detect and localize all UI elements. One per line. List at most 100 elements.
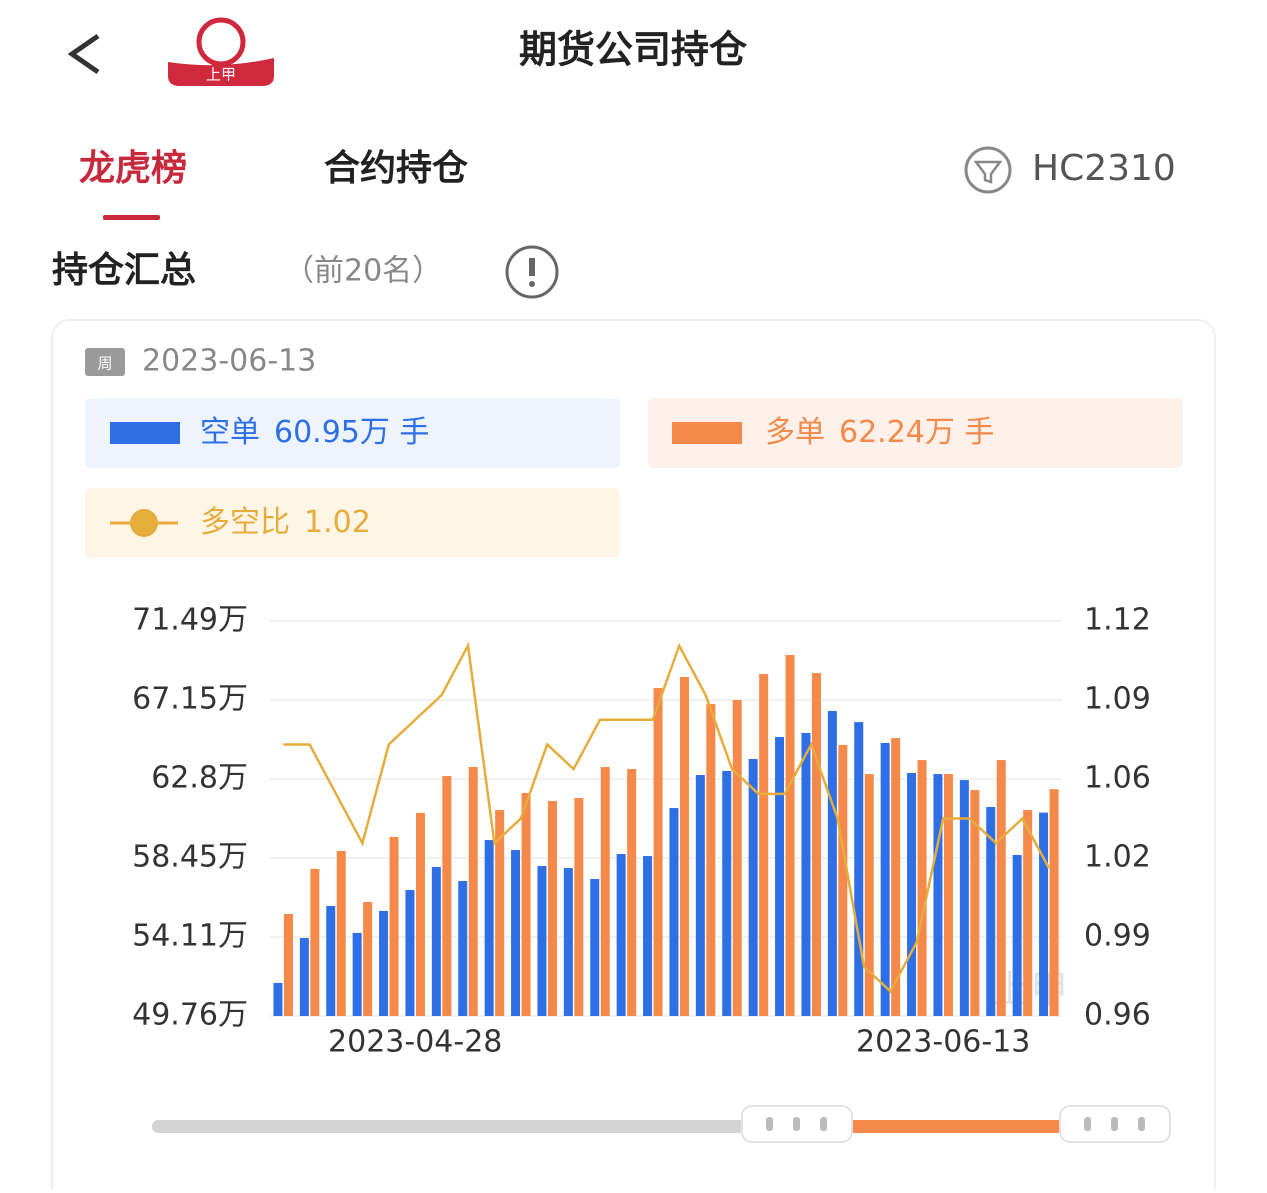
bar <box>732 700 742 1016</box>
x-tick-label: 2023-04-28 <box>328 1025 502 1060</box>
bar <box>590 878 600 1016</box>
section-subtitle: （前20名） <box>284 254 442 289</box>
legend-swatch <box>672 422 742 444</box>
bar <box>431 866 441 1016</box>
bar <box>574 798 584 1016</box>
bar <box>695 774 705 1016</box>
back-button[interactable] <box>67 33 100 75</box>
legend-name: 多空比 <box>200 505 290 540</box>
bar <box>653 688 663 1016</box>
y2-tick-label: 1.02 <box>1084 840 1151 875</box>
bar <box>959 780 969 1016</box>
bar <box>415 812 425 1016</box>
legend-label: 多空比 1.02 <box>200 505 371 540</box>
bar <box>679 676 689 1016</box>
bar <box>484 840 494 1016</box>
legend-label: 空单 60.95万 手 <box>200 415 429 450</box>
bar <box>864 774 874 1016</box>
bar <box>511 850 521 1016</box>
bar <box>616 854 626 1016</box>
tab[interactable]: 龙虎榜 <box>79 148 187 189</box>
y2-tick-label: 0.99 <box>1084 919 1151 954</box>
bar <box>273 982 283 1016</box>
bar <box>1023 810 1033 1016</box>
bar <box>827 710 837 1016</box>
bar <box>326 906 336 1016</box>
bar <box>759 674 769 1016</box>
y-tick-label: 67.15万 <box>132 682 248 717</box>
y-tick-label: 54.11万 <box>132 919 248 954</box>
legend-value: 62.24万 手 <box>839 415 994 450</box>
bar <box>442 776 452 1016</box>
bar <box>838 744 848 1016</box>
calendar-icon-text: 周 <box>97 355 112 373</box>
logo-text: 上甲 <box>206 66 236 84</box>
logo: 上甲 <box>168 17 274 86</box>
bar <box>880 742 890 1016</box>
y2-tick-label: 1.09 <box>1084 682 1151 717</box>
bar <box>389 836 399 1016</box>
bar <box>547 800 557 1016</box>
bar <box>1039 812 1049 1016</box>
bar <box>811 672 821 1016</box>
y-tick-label: 58.45万 <box>132 840 248 875</box>
bar <box>627 768 637 1016</box>
bar <box>996 760 1006 1016</box>
bar <box>748 758 758 1016</box>
legend-swatch <box>110 422 180 444</box>
legend-value: 1.02 <box>304 505 371 540</box>
bar <box>907 772 917 1016</box>
tab-indicator <box>103 215 160 220</box>
bar <box>1049 789 1059 1016</box>
legend-box <box>85 488 620 558</box>
bar <box>970 790 980 1016</box>
bar <box>854 722 864 1016</box>
tab[interactable]: 合约持仓 <box>324 148 468 189</box>
legend-box <box>648 398 1183 468</box>
bar <box>669 808 679 1016</box>
bar <box>1012 854 1022 1016</box>
info-button[interactable] <box>505 245 559 299</box>
bar <box>943 774 953 1016</box>
bar <box>468 766 478 1016</box>
bar <box>801 732 811 1016</box>
bar <box>283 914 293 1016</box>
bar <box>722 770 732 1016</box>
bar <box>933 774 943 1016</box>
bar <box>495 810 505 1016</box>
section-title: 持仓汇总 <box>52 250 196 291</box>
bar <box>379 910 389 1016</box>
bar <box>600 766 610 1016</box>
bar <box>917 760 927 1016</box>
legend-name: 空单 <box>200 415 260 450</box>
bar <box>405 890 415 1016</box>
bar <box>336 850 346 1016</box>
y-tick-label: 71.49万 <box>132 603 248 638</box>
bar <box>352 932 362 1016</box>
bar <box>521 792 531 1016</box>
line <box>283 641 1050 994</box>
bar <box>363 902 373 1016</box>
calendar-icon <box>85 348 125 376</box>
y2-tick-label: 1.06 <box>1084 761 1151 796</box>
y2-tick-label: 0.96 <box>1084 998 1151 1033</box>
bar <box>706 704 716 1016</box>
y2-tick-label: 1.12 <box>1084 603 1151 638</box>
y-tick-label: 62.8万 <box>151 761 248 796</box>
x-tick-label: 2023-06-13 <box>856 1025 1030 1060</box>
legend-name: 多单 <box>765 415 825 450</box>
bar <box>310 868 320 1016</box>
bar <box>785 654 795 1016</box>
legend-swatch <box>130 509 158 537</box>
range-slider[interactable] <box>152 1105 1171 1143</box>
contract-selector[interactable]: HC2310 <box>964 146 1176 194</box>
bar <box>775 736 785 1016</box>
bar <box>563 868 573 1016</box>
y-tick-label: 49.76万 <box>132 998 248 1033</box>
contract-code: HC2310 <box>1032 148 1176 189</box>
legend-value: 60.95万 手 <box>274 415 429 450</box>
bar <box>458 880 468 1016</box>
bar <box>891 738 901 1016</box>
